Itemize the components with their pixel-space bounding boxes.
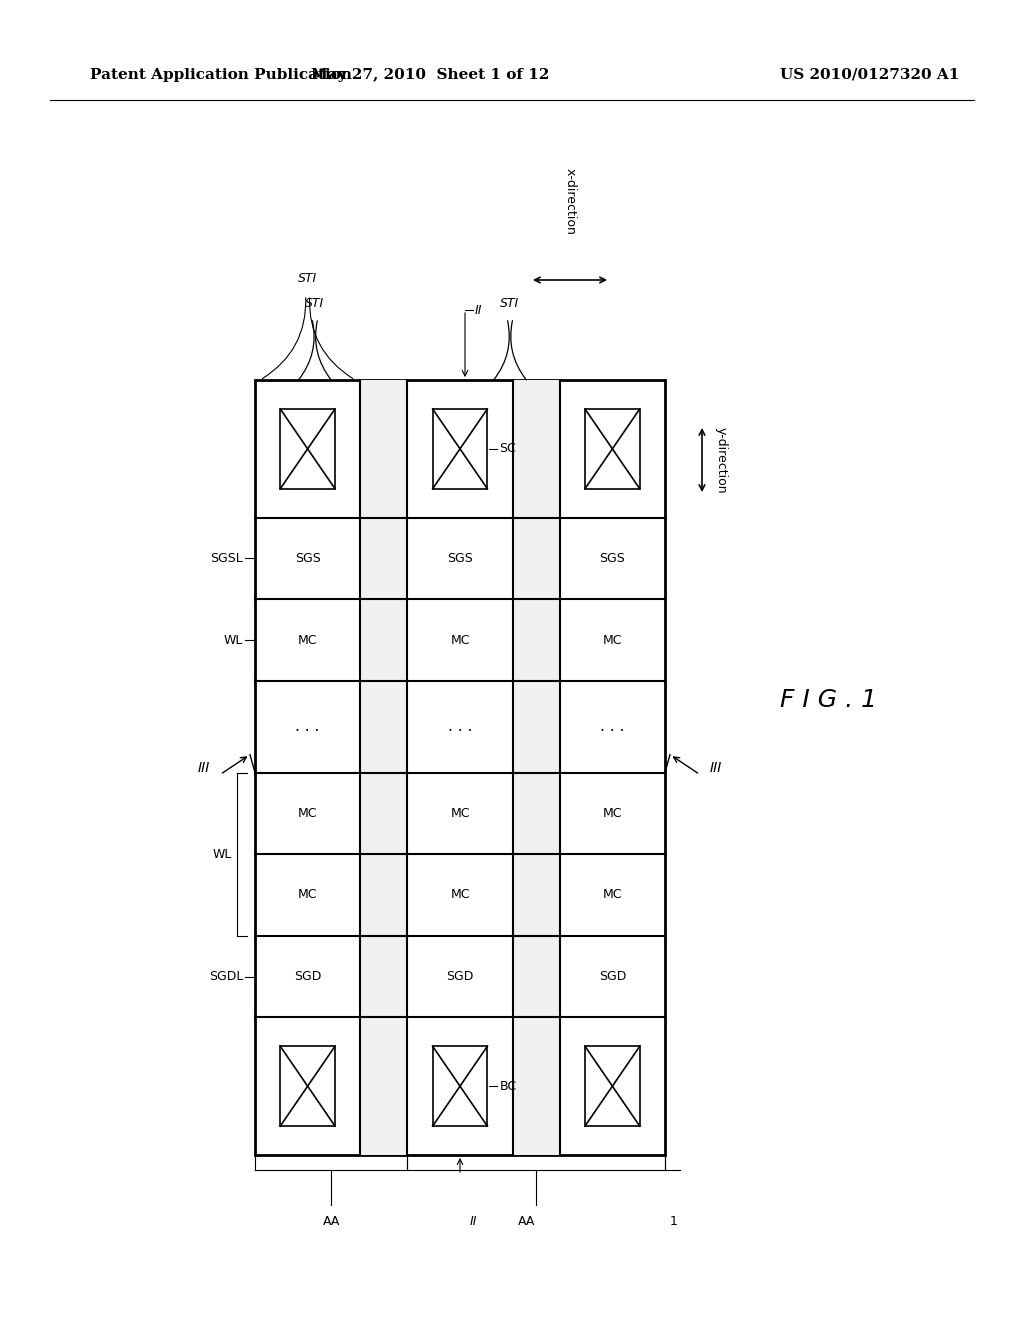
Text: II: II [475, 304, 482, 317]
Text: F I G . 1: F I G . 1 [780, 688, 877, 711]
Bar [585, 409, 640, 488]
Text: MC: MC [602, 634, 623, 647]
Text: . . .: . . . [296, 719, 319, 734]
Text: SGD: SGD [599, 970, 626, 983]
Text: STI: STI [305, 297, 325, 310]
Text: STI: STI [298, 272, 317, 285]
Bar [585, 1047, 640, 1126]
Text: MC: MC [298, 888, 317, 902]
Text: SC: SC [500, 442, 516, 455]
Bar [281, 409, 335, 488]
Text: . . .: . . . [447, 719, 472, 734]
Text: II: II [470, 1214, 477, 1228]
Bar [360, 380, 408, 1155]
Bar [281, 1047, 335, 1126]
Text: WL: WL [223, 634, 243, 647]
Bar [432, 1047, 487, 1126]
Text: AA: AA [517, 1214, 535, 1228]
Text: MC: MC [451, 634, 470, 647]
Text: MC: MC [451, 888, 470, 902]
Text: SGS: SGS [447, 552, 473, 565]
Text: III: III [198, 760, 210, 775]
Text: SGDL: SGDL [209, 970, 243, 983]
Text: BC: BC [500, 1080, 516, 1093]
Text: MC: MC [602, 888, 623, 902]
Text: x-direction: x-direction [563, 168, 577, 235]
Text: US 2010/0127320 A1: US 2010/0127320 A1 [780, 69, 959, 82]
Bar [255, 380, 665, 1155]
Text: WL: WL [213, 847, 232, 861]
Text: MC: MC [298, 807, 317, 820]
Text: STI: STI [501, 297, 519, 310]
Text: MC: MC [602, 807, 623, 820]
Text: May 27, 2010  Sheet 1 of 12: May 27, 2010 Sheet 1 of 12 [311, 69, 549, 82]
Bar [513, 380, 560, 1155]
Text: 1: 1 [670, 1214, 678, 1228]
Text: SGS: SGS [599, 552, 626, 565]
Text: SGSL: SGSL [210, 552, 243, 565]
Text: SGS: SGS [295, 552, 321, 565]
Text: AA: AA [323, 1214, 340, 1228]
Bar [432, 409, 487, 488]
Text: SGD: SGD [446, 970, 474, 983]
Text: MC: MC [298, 634, 317, 647]
Text: y-direction: y-direction [715, 426, 728, 494]
Text: . . .: . . . [600, 719, 625, 734]
Text: Patent Application Publication: Patent Application Publication [90, 69, 352, 82]
Text: III: III [710, 760, 722, 775]
Text: MC: MC [451, 807, 470, 820]
Text: SGD: SGD [294, 970, 322, 983]
